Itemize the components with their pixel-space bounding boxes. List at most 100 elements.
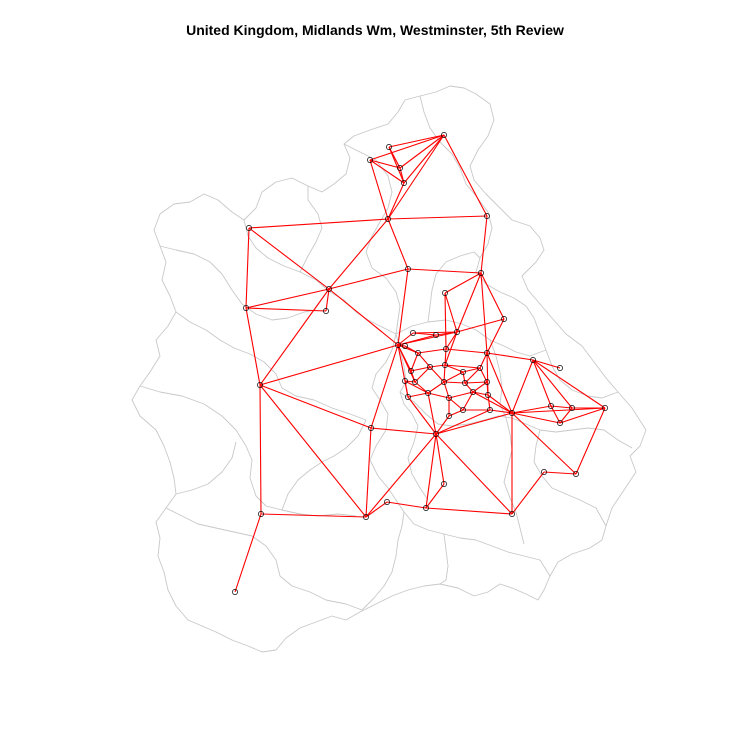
constituency-node	[460, 369, 466, 375]
constituency-node	[410, 330, 416, 336]
adjacency-edge	[550, 405, 561, 424]
adjacency-edge	[387, 215, 488, 220]
constituency-node	[462, 380, 468, 386]
boundary-line	[159, 245, 317, 321]
adjacency-edge	[365, 501, 388, 518]
adjacency-edge	[407, 392, 429, 398]
adjacency-edge	[369, 134, 445, 161]
adjacency-edge	[410, 366, 431, 372]
adjacency-edge	[550, 405, 573, 409]
constituency-node	[232, 589, 238, 595]
boundary-line	[139, 385, 357, 517]
adjacency-edge	[445, 348, 488, 354]
adjacency-edge	[444, 331, 458, 366]
adjacency-edge	[370, 427, 437, 435]
boundary-line	[439, 533, 449, 585]
constituency-node	[454, 329, 460, 335]
constituency-node	[470, 389, 476, 395]
constituency-node	[478, 270, 484, 276]
adjacency-edge	[245, 288, 330, 309]
boundary-line	[545, 349, 619, 399]
constituency-node	[386, 144, 392, 150]
boundary-line	[395, 333, 419, 427]
adjacency-edge	[425, 433, 437, 509]
constituency-node	[415, 350, 421, 356]
adjacency-edge	[462, 371, 466, 384]
adjacency-edge	[234, 513, 262, 593]
adjacency-edge	[386, 501, 427, 509]
adjacency-edge	[464, 367, 481, 384]
constituency-node	[384, 499, 390, 505]
adjacency-edge	[444, 292, 458, 333]
constituency-node	[363, 514, 369, 520]
adjacency-edge	[245, 307, 261, 386]
boundary-line	[175, 311, 367, 421]
adjacency-edge	[456, 318, 505, 333]
adjacency-edge	[444, 364, 464, 373]
adjacency-edge	[387, 218, 409, 270]
adjacency-edge	[456, 272, 482, 333]
adjacency-edge	[435, 409, 491, 435]
constituency-node	[509, 511, 515, 517]
constituency-node	[477, 365, 483, 371]
constituency-node	[569, 405, 575, 411]
constituency-node	[385, 216, 391, 222]
adjacency-edge	[444, 364, 481, 369]
adjacency-edge	[328, 218, 389, 290]
adjacency-edge	[425, 507, 513, 515]
adjacency-edge	[443, 381, 466, 384]
constituency-node	[323, 308, 329, 314]
boundary-line	[427, 251, 481, 323]
constituency-node	[501, 316, 507, 322]
adjacency-edge	[259, 288, 330, 386]
adjacency-edge	[427, 392, 450, 399]
adjacency-edge	[260, 513, 367, 518]
constituency-node	[487, 407, 493, 413]
adjacency-edge	[575, 407, 606, 475]
boundary-line	[131, 85, 647, 653]
boundary-line	[165, 507, 363, 611]
boundary-line	[395, 319, 547, 357]
adjacency-edge	[369, 159, 401, 169]
adjacency-edge	[259, 384, 367, 518]
constituency-node	[484, 213, 490, 219]
constituency-node	[441, 379, 447, 385]
constituency-node	[573, 471, 579, 477]
boundary-line	[175, 441, 237, 495]
constituency-node	[427, 364, 433, 370]
adjacency-edge	[480, 272, 488, 354]
adjacency-edge	[414, 366, 431, 383]
adjacency-edge	[435, 412, 513, 435]
adjacency-edge	[511, 405, 552, 414]
adjacency-edge	[543, 471, 577, 475]
adjacency-edge	[404, 380, 416, 383]
adjacency-edge	[532, 359, 561, 369]
constituency-node	[367, 157, 373, 163]
boundary-line	[361, 511, 405, 611]
adjacency-edge	[532, 359, 552, 407]
adjacency-edge	[388, 146, 405, 184]
adjacency-edge	[511, 359, 534, 414]
boundary-line	[407, 425, 429, 501]
adjacency-edge	[427, 392, 437, 435]
constituency-node	[402, 343, 408, 349]
boundary-line	[489, 339, 507, 419]
constituency-node	[548, 403, 554, 409]
adjacency-edge	[487, 394, 513, 414]
constituency-node	[368, 425, 374, 431]
boundary-line	[299, 186, 323, 273]
adjacency-edge	[448, 391, 474, 399]
adjacency-edge	[399, 134, 445, 169]
adjacency-edge	[435, 331, 458, 336]
adjacency-edge	[259, 384, 262, 515]
adjacency-edge	[325, 288, 330, 312]
adjacency-edge	[480, 272, 505, 320]
adjacency-edge	[403, 134, 445, 184]
adjacency-edge	[407, 268, 482, 274]
constituency-node	[530, 357, 536, 363]
adjacency-edge	[388, 134, 445, 148]
adjacency-edge	[489, 409, 513, 414]
adjacency-edge	[532, 359, 573, 409]
adjacency-edge	[397, 344, 416, 383]
